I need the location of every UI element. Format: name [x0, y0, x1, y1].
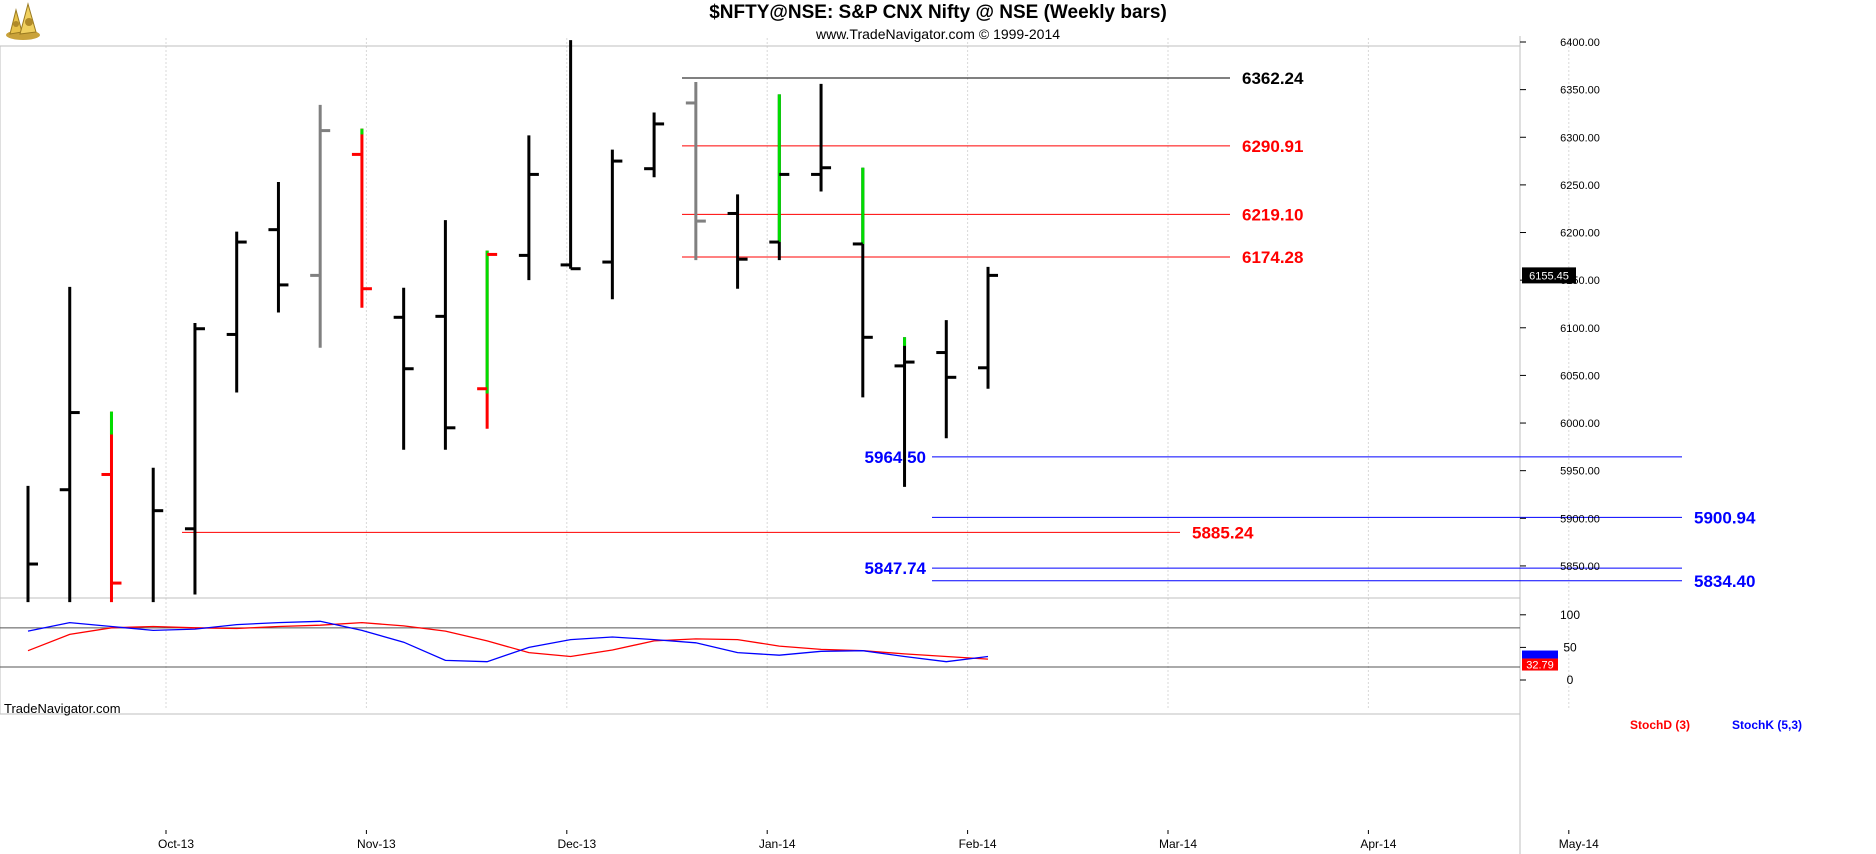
- price-bars: [26, 40, 999, 603]
- ohlc-bar: [852, 167, 873, 398]
- ohlc-bar: [685, 82, 706, 261]
- stochd-tag: [1522, 658, 1558, 671]
- ohlc-bar: [26, 485, 38, 603]
- price-tick-label: 6200.00: [1560, 228, 1600, 240]
- chart-header: $NFTY@NSE: S&P CNX Nifty @ NSE (Weekly b…: [0, 0, 1876, 46]
- ohlc-bar: [59, 286, 80, 603]
- date-label: Apr-14: [1360, 837, 1396, 851]
- horizontal-gridlines: [0, 36, 1521, 854]
- date-label: Feb-14: [959, 837, 997, 851]
- ohlc-bar: [602, 149, 623, 300]
- ohlc-bar: [151, 467, 164, 603]
- level-label: 5964.50: [865, 448, 926, 467]
- stochk-tag: [1522, 650, 1558, 659]
- date-label: Jan-14: [759, 837, 796, 851]
- ohlc-bar: [644, 112, 665, 178]
- price-tick-label: 6350.00: [1560, 85, 1600, 97]
- vertical-gridlines: [165, 38, 1570, 710]
- ohlc-bar: [184, 323, 205, 595]
- date-axis: Oct-13 Nov-13 Dec-13 Jan-14 Feb-14 Mar-14 Apr-…: [0, 713, 1599, 851]
- level-label: 5847.74: [865, 559, 927, 578]
- price-tick-label: 5850.00: [1560, 561, 1600, 573]
- stochastic-panel: 100 50 0 StochD (3) StochK (5,3) 32.79: [0, 608, 1802, 732]
- ohlc-bar: [894, 337, 915, 487]
- price-tick-label: 5900.00: [1560, 513, 1600, 525]
- level-label: 6362.24: [1242, 69, 1304, 88]
- price-tick-label: 5950.00: [1560, 466, 1600, 478]
- level-label: 5885.24: [1192, 523, 1254, 542]
- chart-title: $NFTY@NSE: S&P CNX Nifty @ NSE (Weekly b…: [709, 2, 1167, 23]
- stochastic-series-line: [27, 621, 989, 660]
- ohlc-bar: [268, 182, 289, 313]
- trade-navigator-logo-icon: [2, 2, 46, 42]
- price-tick-label: 6100.00: [1560, 323, 1600, 335]
- stochastic-last-value: 32.79: [1526, 660, 1554, 672]
- watermark-text: TradeNavigator.com: [4, 701, 121, 716]
- level-label: 5900.94: [1694, 508, 1756, 527]
- date-label: Mar-14: [1159, 837, 1197, 851]
- price-axis: 6400.006350.006300.006250.006200.006150.…: [1520, 37, 1600, 573]
- stochastic-tick-label: 50: [1563, 640, 1577, 654]
- legend-stochd: StochD (3): [1630, 718, 1690, 732]
- stochastic-tick-label: 100: [1560, 608, 1580, 622]
- ohlc-bar: [518, 135, 539, 281]
- ohlc-bar: [351, 128, 372, 308]
- ohlc-bar: [727, 194, 748, 289]
- ohlc-bar: [560, 40, 581, 271]
- date-label: Dec-13: [557, 837, 596, 851]
- price-plot-border: [0, 45, 1521, 599]
- last-price-label: 6155.45: [1529, 270, 1569, 282]
- level-label: 6290.91: [1242, 137, 1303, 156]
- ohlc-bar: [310, 104, 331, 348]
- price-tick-label: 6000.00: [1560, 418, 1600, 430]
- price-tick-label: 6400.00: [1560, 37, 1600, 49]
- level-label: 6219.10: [1242, 205, 1303, 224]
- ohlc-bar: [226, 231, 247, 393]
- ohlc-bar: [101, 411, 122, 603]
- legend-stochk: StochK (5,3): [1732, 718, 1802, 732]
- level-label: 6174.28: [1242, 248, 1303, 267]
- ohlc-bar: [936, 320, 957, 439]
- price-tick-label: 6300.00: [1560, 132, 1600, 144]
- stochastic-series-line: [27, 620, 989, 663]
- date-label: May-14: [1559, 837, 1599, 851]
- price-tick-label: 6050.00: [1560, 370, 1600, 382]
- level-lines: 6362.24 6290.91 6219.10 6174.28 5964.50 5900.…: [182, 69, 1756, 591]
- level-label: 5834.40: [1694, 572, 1755, 591]
- ohlc-bar: [435, 220, 456, 450]
- date-label: Nov-13: [357, 837, 396, 851]
- stochastic-plot-border: [0, 597, 1521, 715]
- ohlc-bar: [769, 94, 790, 261]
- ohlc-bar: [477, 250, 498, 429]
- date-label: Oct-13: [158, 837, 194, 851]
- ohlc-bar: [393, 287, 414, 450]
- last-price-tag: [1522, 267, 1576, 284]
- stochastic-tick-label: 0: [1567, 673, 1574, 687]
- ohlc-bar: [811, 83, 832, 192]
- price-tick-label: 6250.00: [1560, 180, 1600, 192]
- copyright-text: www.TradeNavigator.com © 1999-2014: [815, 26, 1061, 42]
- ohlc-bar: [978, 266, 999, 389]
